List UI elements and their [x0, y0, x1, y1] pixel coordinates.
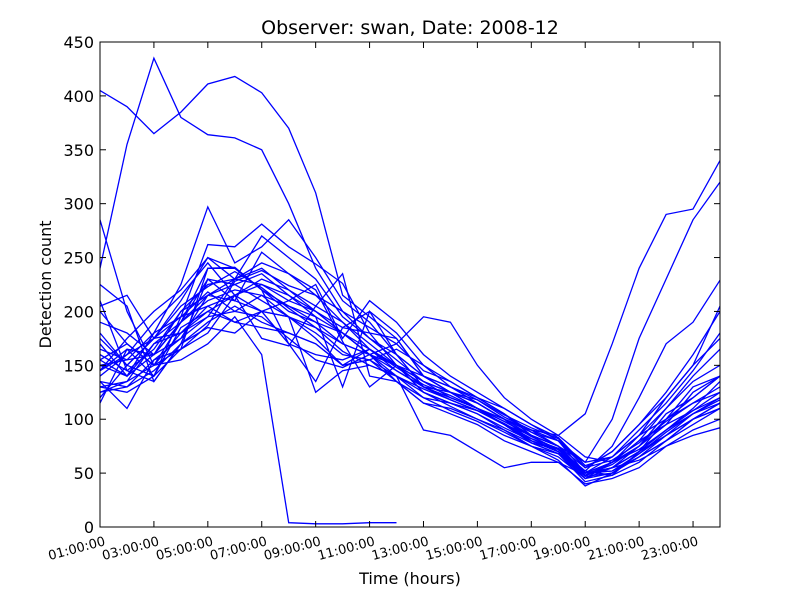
series-line-22	[100, 300, 720, 480]
series-line-15	[100, 283, 720, 467]
y-tick-label: 350	[63, 141, 94, 160]
series-line-20	[100, 219, 720, 480]
plot-frame	[99, 41, 721, 528]
y-tick-label: 200	[63, 302, 94, 321]
series-line-26	[100, 278, 720, 476]
y-axis: 0 50 100 150 200 250 300 350 400 450	[63, 33, 720, 537]
y-tick-label: 100	[63, 410, 94, 429]
series-layer	[100, 56, 720, 525]
y-tick-label: 150	[63, 356, 94, 375]
series-line-23	[100, 278, 720, 477]
series-line-29	[100, 310, 397, 525]
series-line-27	[100, 291, 720, 463]
series-line-25	[100, 256, 720, 485]
y-tick-label: 400	[63, 87, 94, 106]
y-tick-label: 450	[63, 33, 94, 52]
x-axis-label: Time (hours)	[358, 569, 461, 588]
y-tick-label: 50	[74, 464, 94, 483]
chart-title: Observer: swan, Date: 2008-12	[261, 17, 559, 39]
y-tick-label: 250	[63, 249, 94, 268]
series-line-28	[100, 272, 720, 476]
y-tick-label: 300	[63, 195, 94, 214]
y-tick-label: 0	[84, 518, 94, 537]
series-line-5	[100, 235, 720, 474]
y-axis-label: Detection count	[36, 221, 55, 349]
